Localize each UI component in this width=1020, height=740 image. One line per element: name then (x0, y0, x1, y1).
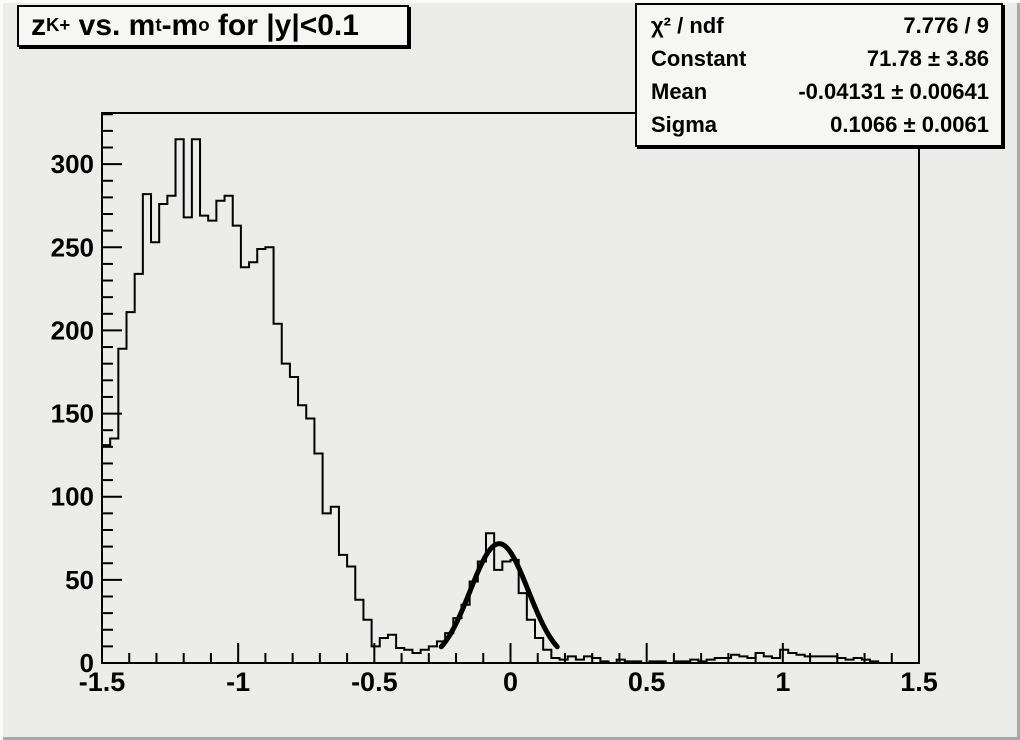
stats-row-sigma: Sigma 0.1066 ± 0.0061 (637, 110, 1001, 140)
stat-label: Constant (651, 45, 747, 71)
y-axis-label: 0 (80, 648, 94, 678)
x-axis-label: 0 (503, 667, 518, 697)
x-axis-label: 1.5 (900, 667, 938, 697)
x-axis-label: -1.5 (79, 667, 126, 697)
x-axis-label: 0.5 (628, 667, 666, 697)
stats-row-mean: Mean -0.04131 ± 0.00641 (637, 77, 1001, 107)
y-axis-label: 300 (51, 149, 94, 179)
stats-row-constant: Constant 71.78 ± 3.86 (637, 44, 1001, 74)
title-text: zK+ vs. mt-mo for |y|<0.1 (31, 9, 359, 42)
stats-box: χ² / ndf 7.776 / 9 Constant 71.78 ± 3.86… (635, 3, 1003, 147)
stat-label: Mean (651, 78, 708, 104)
x-axis-label: 1 (775, 667, 790, 697)
y-axis-label: 100 (51, 482, 94, 512)
stat-label: χ² / ndf (651, 12, 724, 38)
y-axis-label: 50 (65, 565, 94, 595)
gaussian-fit-curve (438, 541, 560, 650)
stat-label: Sigma (651, 111, 718, 137)
stat-value: 0.1066 ± 0.0061 (830, 111, 989, 137)
title-box: zK+ vs. mt-mo for |y|<0.1 (17, 5, 409, 47)
histogram-line (101, 138, 919, 664)
stat-value: 71.78 ± 3.86 (866, 45, 989, 71)
y-axis-label: 150 (51, 399, 94, 429)
y-axis-label: 200 (51, 315, 94, 345)
x-axis-label: -0.5 (351, 667, 398, 697)
x-axis-label: -1 (226, 667, 250, 697)
stat-value: -0.04131 ± 0.00641 (798, 78, 989, 104)
stats-row-chi2: χ² / ndf 7.776 / 9 (637, 11, 1001, 41)
y-axis-label: 250 (51, 232, 94, 262)
stat-value: 7.776 / 9 (903, 12, 989, 38)
